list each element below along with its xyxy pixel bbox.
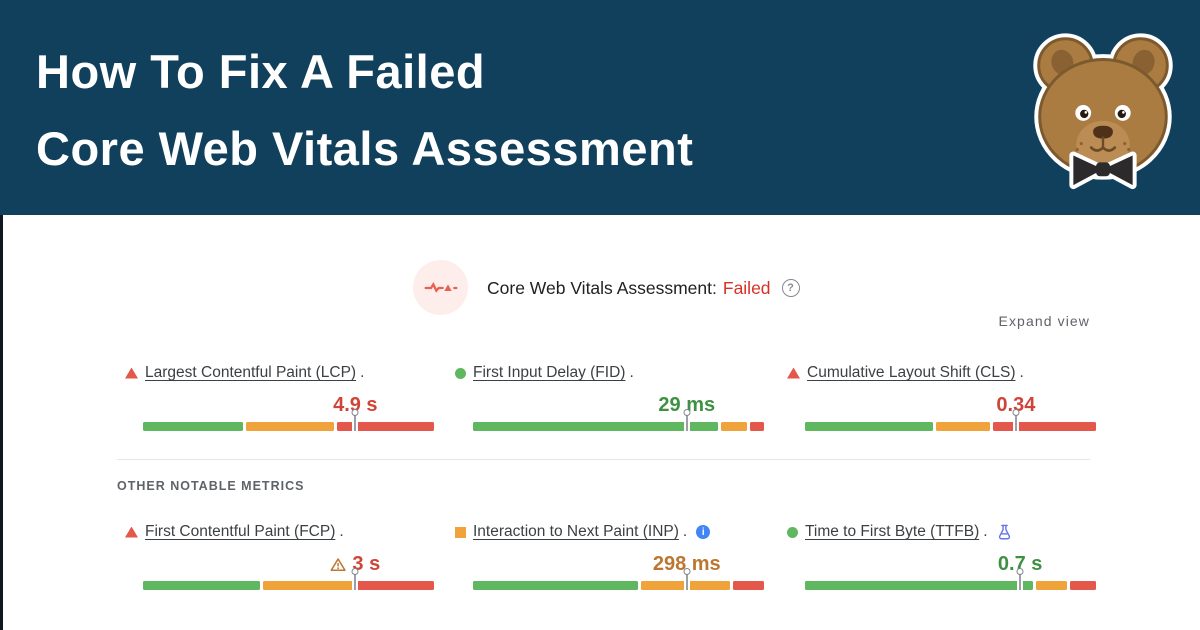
distribution-marker xyxy=(351,568,359,590)
metric-fcp: First Contentful Paint (FCP) . 3 s xyxy=(125,522,437,592)
bar-segment-poor xyxy=(993,422,1096,431)
status-poor-icon xyxy=(125,367,138,379)
metric-cls: Cumulative Layout Shift (CLS) . 0.34 xyxy=(787,363,1099,433)
label-suffix: . xyxy=(1019,364,1024,381)
distribution-bar xyxy=(473,568,764,590)
left-edge-shadow xyxy=(0,215,3,630)
distribution-bar xyxy=(473,409,764,431)
label-suffix: . xyxy=(339,523,344,540)
label-suffix: . xyxy=(983,523,988,540)
metric-cls-value: 0.34 xyxy=(996,394,1036,416)
distribution-marker xyxy=(1012,409,1020,431)
label-suffix: . xyxy=(360,364,365,381)
title-line-1: How To Fix A Failed xyxy=(36,45,486,98)
page-title: How To Fix A Failed Core Web Vitals Asse… xyxy=(36,33,693,187)
other-metrics-heading: OTHER NOTABLE METRICS xyxy=(117,479,305,493)
metric-ttfb-value: 0.7 s xyxy=(997,553,1043,575)
metric-fcp-value: 3 s xyxy=(330,553,380,576)
bar-segment-average xyxy=(245,422,335,431)
metric-cls-link[interactable]: Cumulative Layout Shift (CLS) xyxy=(807,364,1016,381)
metric-fid: First Input Delay (FID) . 29 ms xyxy=(455,363,767,433)
bar-segment-good xyxy=(143,422,243,431)
cwv-pulse-icon xyxy=(413,260,468,315)
metric-inp-value: 298 ms xyxy=(652,553,721,575)
metric-lcp-link[interactable]: Largest Contentful Paint (LCP) xyxy=(145,364,357,381)
status-poor-icon xyxy=(125,526,138,538)
bar-segment-average xyxy=(721,422,747,431)
metric-lcp: Largest Contentful Paint (LCP) . 4.9 s xyxy=(125,363,437,433)
bar-segment-good xyxy=(473,581,639,590)
bar-segment-poor xyxy=(357,581,434,590)
bar-segment-poor xyxy=(732,581,764,590)
status-good-icon xyxy=(787,526,798,538)
status-average-icon xyxy=(455,526,466,538)
experiment-flask-icon xyxy=(998,524,1010,540)
metric-inp-link[interactable]: Interaction to Next Paint (INP) xyxy=(473,523,679,540)
bar-segment-average xyxy=(936,422,991,431)
bar-segment-good xyxy=(805,581,1033,590)
status-good-icon xyxy=(455,367,466,379)
assessment-headline: Core Web Vitals Assessment: Failed ? xyxy=(487,276,800,300)
bear-mascot-icon xyxy=(1033,33,1173,190)
bar-segment-poor xyxy=(1070,581,1096,590)
expand-view-link[interactable]: Expand view xyxy=(998,313,1090,329)
metric-lcp-value: 4.9 s xyxy=(333,394,378,416)
header-banner: How To Fix A Failed Core Web Vitals Asse… xyxy=(0,0,1200,215)
status-poor-icon xyxy=(787,367,800,379)
distribution-marker xyxy=(683,409,691,431)
metric-fcp-link[interactable]: First Contentful Paint (FCP) xyxy=(145,523,336,540)
assessment-title: Core Web Vitals Assessment: xyxy=(487,277,717,298)
bar-segment-poor xyxy=(337,422,434,431)
metric-ttfb: Time to First Byte (TTFB) . 0.7 s xyxy=(787,522,1099,592)
bar-segment-poor xyxy=(749,422,764,431)
assessment-status-failed: Failed xyxy=(722,277,771,298)
bar-segment-good xyxy=(143,581,260,590)
bar-segment-good xyxy=(473,422,719,431)
metric-ttfb-link[interactable]: Time to First Byte (TTFB) xyxy=(805,523,980,540)
distribution-marker xyxy=(683,568,691,590)
section-divider xyxy=(117,459,1090,460)
metric-fid-link[interactable]: First Input Delay (FID) xyxy=(473,364,626,381)
info-icon[interactable]: i xyxy=(696,525,711,539)
distribution-bar xyxy=(143,409,434,431)
help-icon[interactable]: ? xyxy=(781,279,800,297)
distribution-bar xyxy=(805,409,1096,431)
distribution-marker xyxy=(1016,568,1024,590)
label-suffix: . xyxy=(629,364,634,381)
warning-icon xyxy=(330,558,346,571)
metric-inp: Interaction to Next Paint (INP) . i 298 … xyxy=(455,522,767,592)
label-suffix: . xyxy=(682,523,688,540)
pulse-line-icon xyxy=(424,281,457,293)
distribution-marker xyxy=(351,409,359,431)
bar-segment-average xyxy=(1036,581,1068,590)
distribution-bar xyxy=(805,568,1096,590)
bar-segment-average xyxy=(641,581,730,590)
title-line-2: Core Web Vitals Assessment xyxy=(36,122,694,175)
bar-segment-good xyxy=(805,422,934,431)
bar-segment-average xyxy=(262,581,355,590)
distribution-bar xyxy=(143,568,434,590)
metric-fid-value: 29 ms xyxy=(658,394,716,416)
